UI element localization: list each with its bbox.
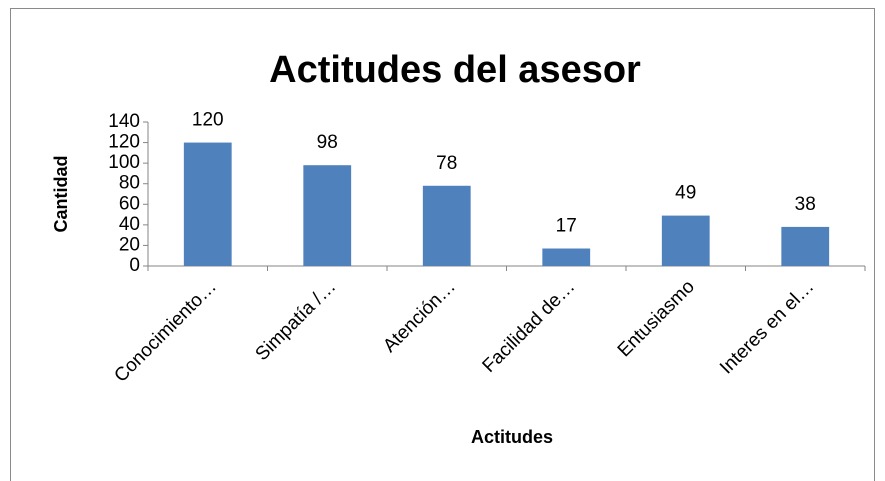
bar: [183, 142, 232, 266]
y-tick-label: 100: [108, 152, 140, 173]
bar: [422, 185, 471, 266]
data-label: 78: [436, 153, 457, 174]
y-tick-label: 0: [129, 255, 140, 276]
data-label: 38: [795, 194, 816, 215]
chart-title: Actitudes del asesor: [269, 49, 641, 91]
y-tick-label: 20: [119, 234, 140, 255]
y-tick-label: 60: [119, 193, 140, 214]
data-label: 49: [675, 183, 696, 204]
y-axis-title: Cantidad: [51, 155, 71, 232]
y-tick-label: 40: [119, 214, 140, 235]
y-tick-label: 80: [119, 173, 140, 194]
data-label: 98: [317, 132, 338, 153]
data-label: 17: [556, 216, 577, 237]
x-axis-title: Actitudes: [471, 427, 553, 447]
bar: [303, 165, 352, 266]
bar: [781, 226, 830, 266]
bar: [542, 248, 591, 266]
data-label: 120: [192, 110, 224, 131]
y-tick-label: 120: [108, 132, 140, 153]
y-tick-label: 140: [108, 111, 140, 132]
bar: [661, 215, 710, 266]
